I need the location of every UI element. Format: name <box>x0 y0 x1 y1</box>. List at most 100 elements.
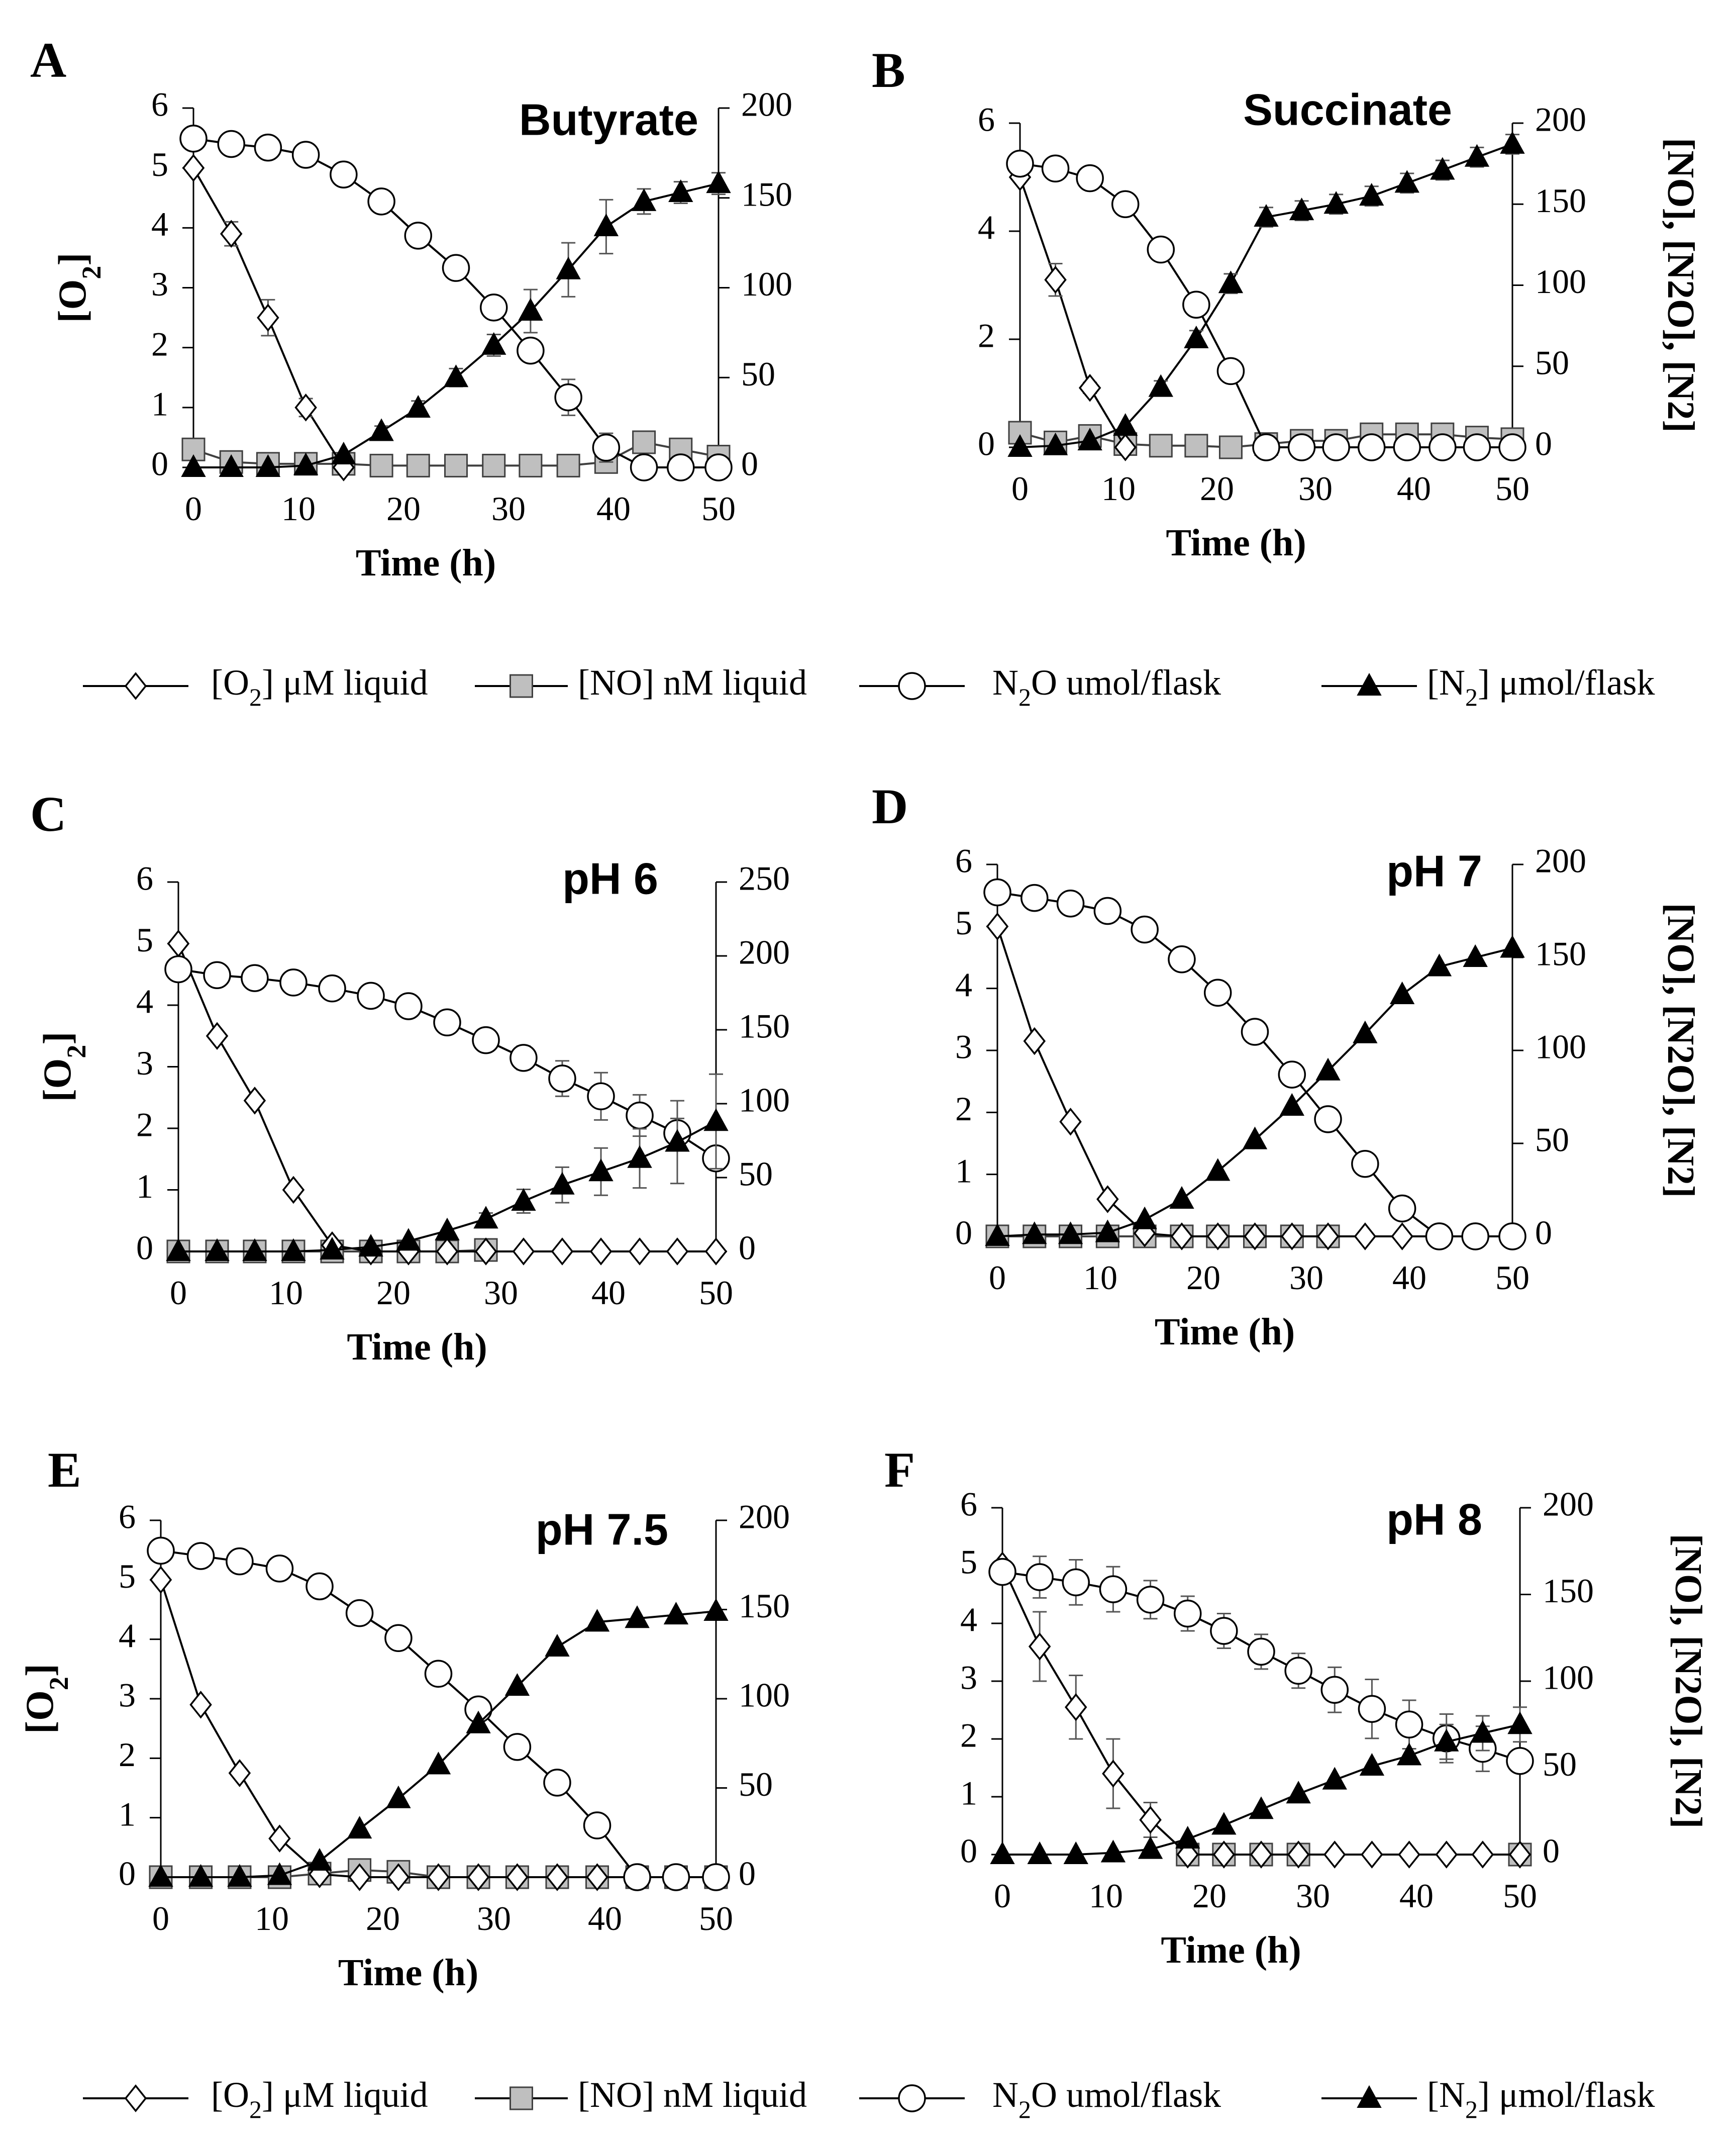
data-point-triangle <box>703 1598 729 1621</box>
y-tick-label-left: 2 <box>960 1716 977 1755</box>
data-point-triangle <box>1434 1728 1459 1752</box>
data-point-circle <box>254 133 282 162</box>
series-line <box>1019 176 1127 448</box>
data-point-square <box>369 453 393 477</box>
y-tick-label-left: 5 <box>119 1557 136 1595</box>
data-point-triangle <box>205 1238 230 1261</box>
data-point-triangle <box>504 1673 530 1696</box>
data-point-triangle <box>443 364 469 387</box>
x-tick-label: 0 <box>994 1877 1011 1915</box>
y-tick-label-left: 6 <box>960 1485 977 1523</box>
series-circle <box>147 1536 730 1891</box>
data-point-circle <box>318 974 346 1003</box>
y-tick-label-left: 4 <box>955 965 972 1004</box>
x-axis-label: Time (h) <box>347 1326 487 1368</box>
data-point-triangle <box>706 170 731 193</box>
x-axis-label: Time (h) <box>1161 1929 1301 1971</box>
y-tick-label-left: 1 <box>955 1151 972 1190</box>
data-point-triangle <box>1359 183 1384 206</box>
data-point-circle <box>1247 1637 1275 1666</box>
data-point-circle <box>1393 433 1421 461</box>
x-axis-label: Time (h) <box>1155 1311 1295 1353</box>
y-tick-label-left: 4 <box>960 1601 977 1639</box>
series-triangle <box>148 1598 729 1887</box>
y-tick-label-right: 100 <box>741 265 792 303</box>
data-point-diamond <box>1508 1840 1531 1869</box>
legend-marker-diamond <box>124 672 147 700</box>
data-point-circle <box>1428 433 1457 461</box>
panel-label: B <box>872 42 905 98</box>
y-tick-label-right: 0 <box>739 1229 756 1267</box>
y-tick-label-right: 150 <box>1535 181 1586 220</box>
y-tick-label-right: 100 <box>1535 1028 1586 1066</box>
data-point-diamond <box>666 1237 689 1266</box>
data-point-diamond <box>1323 1840 1346 1869</box>
data-point-triangle <box>1353 1020 1378 1043</box>
data-point-diamond <box>551 1237 574 1266</box>
data-point-circle <box>291 141 320 169</box>
data-point-triangle <box>1077 428 1102 451</box>
data-point-triangle <box>990 1841 1015 1864</box>
y-tick-label-right: 50 <box>1535 343 1569 381</box>
x-tick-label: 0 <box>170 1274 187 1312</box>
y-tick-label-left: 2 <box>978 317 995 355</box>
y-tick-label-left: 6 <box>151 85 168 124</box>
data-point-circle <box>662 1863 690 1891</box>
data-point-triangle <box>1138 1836 1163 1859</box>
y-tick-label-right: 200 <box>1543 1485 1594 1523</box>
series-line <box>997 947 1513 1237</box>
data-point-diamond <box>189 1691 212 1719</box>
data-point-triangle <box>631 188 657 211</box>
data-point-circle <box>988 1558 1016 1586</box>
legend-label: N2O umol/flask <box>992 2075 1221 2124</box>
y-tick-label-left: 2 <box>955 1090 972 1128</box>
data-point-diamond <box>704 1237 728 1266</box>
x-axis-label: Time (h) <box>1166 522 1306 564</box>
data-point-diamond <box>257 304 279 332</box>
data-point-diamond <box>1471 1840 1494 1869</box>
x-tick-label: 20 <box>386 490 421 528</box>
chart-title: Butyrate <box>519 94 698 144</box>
y-tick-label-left: 4 <box>151 205 168 243</box>
y-tick-label-right: 200 <box>739 1498 790 1536</box>
series-diamond <box>991 1551 1531 1869</box>
data-point-square <box>1149 434 1173 458</box>
data-point-square <box>482 453 506 477</box>
data-point-circle <box>1020 884 1049 912</box>
data-point-circle <box>1131 915 1159 944</box>
x-tick-label: 40 <box>1397 469 1431 508</box>
data-point-triangle <box>405 395 431 418</box>
y-tick-label-left: 6 <box>119 1498 136 1536</box>
x-tick-label: 10 <box>255 1899 289 1937</box>
data-point-triangle <box>181 454 206 477</box>
y-tick-label-right: 150 <box>1535 935 1586 973</box>
y-tick-label-right: 0 <box>741 445 758 483</box>
y-tick-label-left: 2 <box>136 1106 153 1144</box>
y-tick-label-right: 0 <box>1535 1214 1552 1252</box>
data-point-diamond <box>282 1176 305 1204</box>
series-line <box>160 1549 716 1878</box>
data-point-circle <box>509 1044 538 1072</box>
y-tick-label-left: 0 <box>151 445 168 483</box>
data-point-triangle <box>1430 157 1455 180</box>
x-tick-label: 30 <box>484 1274 518 1312</box>
data-point-circle <box>1076 164 1104 192</box>
data-point-circle <box>1026 1563 1054 1591</box>
legend-marker-circle <box>898 2084 926 2112</box>
data-point-triangle <box>1254 204 1279 227</box>
data-point-diamond <box>1102 1760 1125 1788</box>
data-point-circle <box>1006 149 1034 178</box>
y-axis-label-right: [NO], [N2O], [N2] <box>1660 903 1702 1198</box>
y-tick-label-left: 3 <box>119 1676 136 1714</box>
data-point-triangle <box>293 452 319 475</box>
data-point-triangle <box>556 256 581 279</box>
data-point-triangle <box>550 1172 575 1195</box>
legend-marker-square <box>509 2086 533 2110</box>
chart-title: pH 7 <box>1386 846 1482 896</box>
data-point-triangle <box>242 1238 267 1261</box>
x-tick-label: 30 <box>491 490 526 528</box>
y-tick-label-right: 100 <box>739 1081 790 1119</box>
data-point-diamond <box>1250 1840 1273 1869</box>
legend-marker-diamond <box>124 2084 147 2112</box>
